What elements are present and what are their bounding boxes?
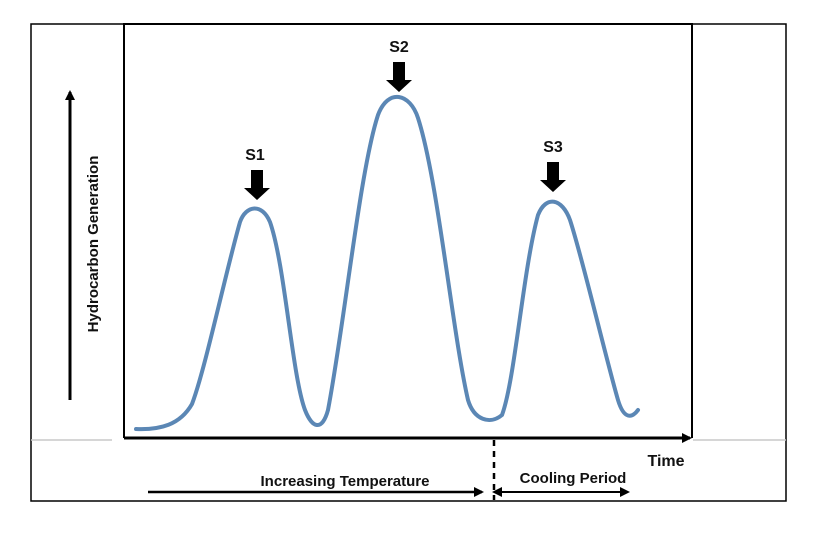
x-axis-label: Time [647,453,684,470]
phase-label-cooling: Cooling Period [520,470,627,487]
peak-label-s3: S3 [543,139,563,156]
y-axis-label: Hydrocarbon Generation [85,156,102,333]
peak-arrow-s3 [540,162,566,192]
generation-curve [134,94,640,432]
peak-label-s1: S1 [245,147,265,164]
peak-arrow-s2 [386,62,412,92]
peak-arrow-s1 [244,170,270,200]
peak-label-s2: S2 [389,39,409,56]
phase-label-heating: Increasing Temperature [261,473,430,490]
plot-box [123,23,693,438]
